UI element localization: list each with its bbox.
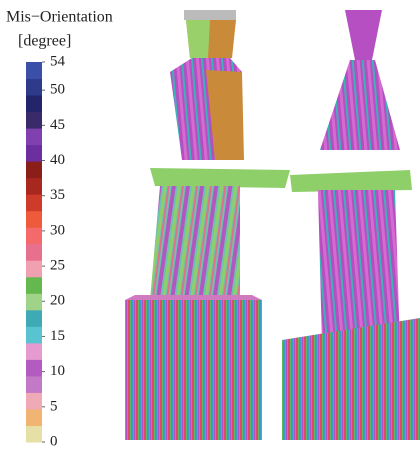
- color-band: [26, 178, 42, 195]
- tick-label: 35: [50, 187, 65, 203]
- tick-label: 5: [50, 398, 58, 414]
- color-band: [26, 194, 42, 211]
- tick-label: 15: [50, 328, 65, 344]
- color-band: [26, 211, 42, 228]
- color-band: [26, 293, 42, 310]
- color-band: [26, 95, 42, 112]
- color-band: [26, 112, 42, 129]
- tick-label: 20: [50, 293, 65, 309]
- tick-label: 30: [50, 222, 65, 238]
- color-band: [26, 425, 42, 442]
- color-band: [26, 376, 42, 393]
- tick-label: 25: [50, 258, 65, 274]
- left-model: [125, 10, 290, 440]
- right-model: [282, 10, 420, 440]
- color-band: [26, 409, 42, 426]
- tick-label: 10: [50, 363, 65, 379]
- color-band: [26, 62, 42, 79]
- tick-label: 40: [50, 152, 65, 168]
- color-band: [26, 227, 42, 244]
- colorbar: 0 5 10 15 20 25 30 35 40 45 50 54: [26, 53, 66, 449]
- color-band: [26, 310, 42, 327]
- color-band: [26, 128, 42, 145]
- color-band: [26, 79, 42, 96]
- color-band: [26, 244, 42, 261]
- color-band: [26, 277, 42, 294]
- colorbar-title: Mis−Orientation: [6, 9, 113, 26]
- color-band: [26, 260, 42, 277]
- color-band: [26, 145, 42, 162]
- color-band: [26, 343, 42, 360]
- color-band: [26, 392, 42, 409]
- color-band: [26, 359, 42, 376]
- tick-label: 0: [50, 433, 58, 449]
- tick-label: 45: [50, 117, 65, 133]
- color-band: [26, 326, 42, 343]
- color-band: [26, 161, 42, 178]
- tick-label: 54: [50, 53, 66, 69]
- figure: Mis−Orientation [degree] 0 5 10 15 20 25 30 35 4…: [0, 0, 420, 450]
- tick-label: 50: [50, 82, 65, 98]
- colorbar-unit: [degree]: [18, 33, 71, 50]
